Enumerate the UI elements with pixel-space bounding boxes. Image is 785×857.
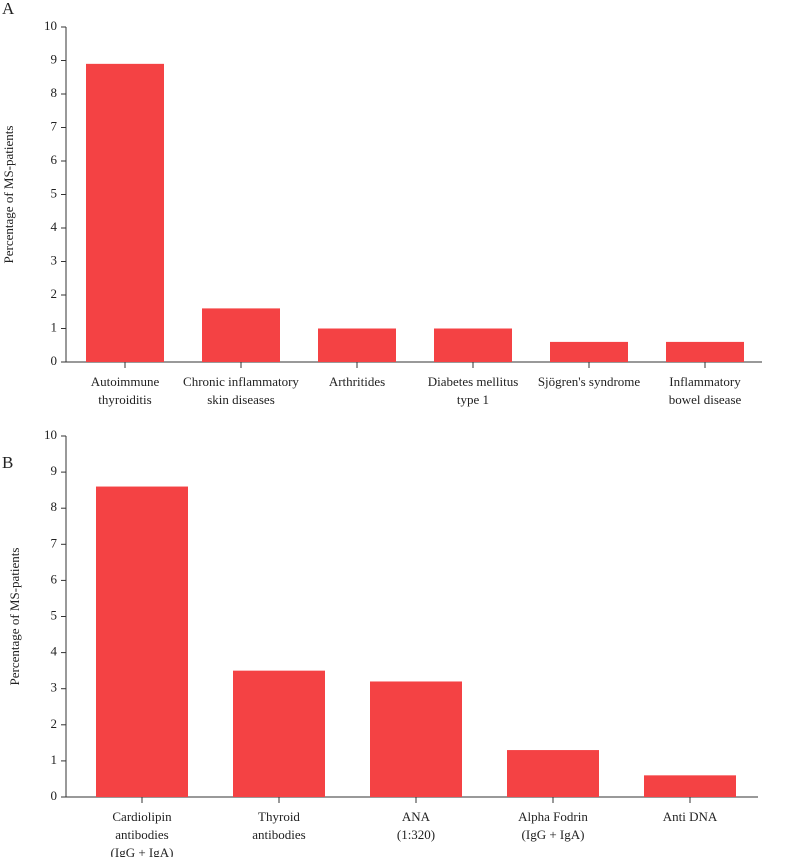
y-tick-label: 1 — [51, 319, 58, 334]
y-tick-label: 0 — [51, 788, 58, 803]
y-tick-label: 9 — [51, 463, 58, 478]
y-tick-label: 7 — [51, 535, 58, 550]
y-tick-label: 7 — [51, 118, 58, 133]
y-tick-label: 4 — [51, 644, 58, 659]
bar — [370, 681, 462, 797]
y-tick-label: 8 — [51, 499, 58, 514]
x-tick-label: ANA — [402, 809, 431, 824]
bar — [318, 328, 396, 362]
x-tick-label: Inflammatory — [669, 374, 741, 389]
y-tick-label: 0 — [51, 353, 58, 368]
y-tick-label: 5 — [51, 185, 58, 200]
panel-label: A — [2, 0, 15, 18]
y-tick-label: 2 — [51, 286, 58, 301]
x-tick-label: Thyroid — [258, 809, 300, 824]
bar — [644, 775, 736, 797]
bar — [233, 670, 325, 797]
x-tick-label: bowel disease — [669, 392, 742, 407]
y-tick-label: 2 — [51, 716, 58, 731]
bar — [666, 341, 744, 362]
y-tick-label: 3 — [51, 252, 58, 267]
x-tick-label: Alpha Fodrin — [518, 809, 588, 824]
y-tick-label: 4 — [51, 219, 58, 234]
x-tick-label: (IgG + IgA) — [111, 845, 174, 857]
x-tick-label: Chronic inflammatory — [183, 374, 299, 389]
x-tick-label: (IgG + IgA) — [522, 827, 585, 842]
x-tick-label: antibodies — [252, 827, 305, 842]
y-tick-label: 10 — [44, 427, 57, 442]
panel-label: B — [2, 453, 13, 472]
x-tick-label: type 1 — [457, 392, 489, 407]
x-tick-label: Arthritides — [329, 374, 385, 389]
y-tick-label: 9 — [51, 51, 58, 66]
x-tick-label: Cardiolipin — [112, 809, 172, 824]
x-tick-label: Anti DNA — [663, 809, 718, 824]
x-tick-label: Diabetes mellitus — [428, 374, 519, 389]
bar — [202, 308, 280, 362]
y-tick-label: 6 — [51, 571, 58, 586]
bar — [96, 486, 188, 797]
bar — [434, 328, 512, 362]
y-axis-label: Percentage of MS-patients — [7, 548, 22, 686]
x-tick-label: antibodies — [115, 827, 168, 842]
x-tick-label: skin diseases — [207, 392, 275, 407]
y-tick-label: 3 — [51, 680, 58, 695]
y-tick-label: 5 — [51, 607, 58, 622]
x-tick-label: thyroiditis — [98, 392, 151, 407]
bar — [550, 341, 628, 362]
x-tick-label: Sjögren's syndrome — [538, 374, 641, 389]
bar — [86, 63, 164, 362]
y-axis-label: Percentage of MS-patients — [1, 126, 16, 264]
x-tick-label: (1:320) — [397, 827, 435, 842]
y-tick-label: 1 — [51, 752, 58, 767]
y-tick-label: 8 — [51, 85, 58, 100]
x-tick-label: Autoimmune — [91, 374, 160, 389]
y-tick-label: 10 — [44, 18, 57, 33]
y-tick-label: 6 — [51, 152, 58, 167]
bar — [507, 750, 599, 797]
